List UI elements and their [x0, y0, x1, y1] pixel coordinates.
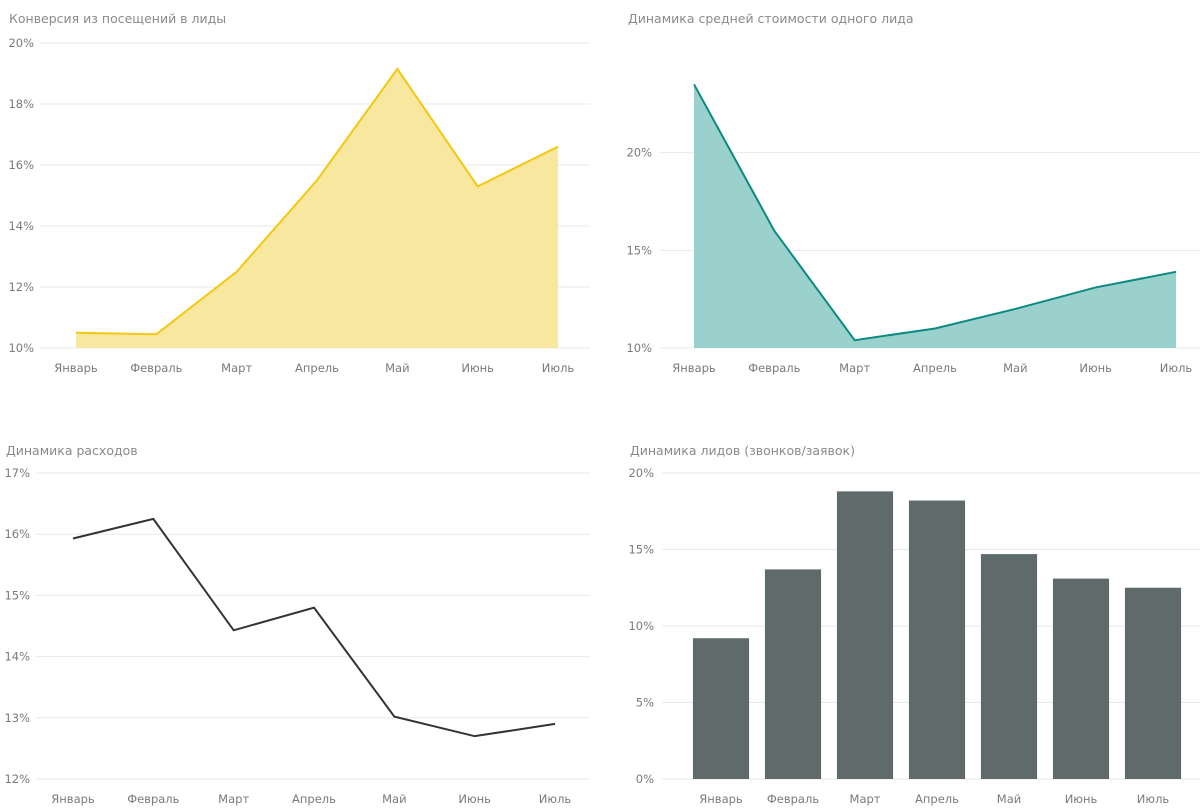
bar-series: [692, 491, 1182, 779]
x-tick-label: Апрель: [913, 361, 957, 375]
x-tick-label: Январь: [699, 792, 743, 806]
x-tick-label: Июнь: [461, 361, 494, 375]
data-points: [75, 68, 559, 335]
chart-conversion-panel: Конверсия из посещений в лиды 10% 12% 14% 1…: [0, 0, 600, 405]
y-tick-label: 20%: [8, 36, 34, 50]
x-tick-label: Январь: [672, 361, 716, 375]
x-tick-label: Май: [997, 792, 1021, 806]
leads-bar-chart: 0% 5% 10% 15% 20% Январь Февраль Март Апрель Май И…: [628, 466, 1200, 806]
chart-title: Динамика лидов (звонков/заявок): [630, 443, 855, 458]
y-tick-label: 16%: [8, 158, 34, 172]
y-tick-label: 15%: [628, 543, 654, 557]
x-tick-label: Февраль: [767, 792, 819, 806]
x-tick-label: Апрель: [292, 792, 336, 806]
x-axis: Январь Февраль Март Апрель Май Июнь Июль: [51, 792, 571, 806]
x-tick-label: Февраль: [748, 361, 800, 375]
x-tick-label: Июль: [542, 361, 575, 375]
x-tick-label: Февраль: [127, 792, 179, 806]
y-tick-label: 14%: [4, 650, 30, 664]
y-axis: 0% 5% 10% 15% 20%: [628, 466, 654, 786]
x-tick-label: Апрель: [295, 361, 339, 375]
area-fill: [76, 68, 558, 349]
x-tick-label: Март: [218, 792, 249, 806]
y-tick-label: 20%: [626, 146, 652, 160]
x-tick-label: Июль: [1137, 792, 1170, 806]
chart-leads-panel: Динамика лидов (звонков/заявок) 0% 5% 10% 1…: [600, 405, 1200, 810]
y-tick-label: 18%: [8, 97, 34, 111]
y-tick-label: 16%: [4, 527, 30, 541]
y-tick-label: 13%: [4, 711, 30, 725]
bar: [980, 554, 1038, 779]
x-tick-label: Март: [839, 361, 870, 375]
x-tick-label: Май: [382, 792, 406, 806]
x-tick-label: Май: [385, 361, 409, 375]
x-tick-label: Июнь: [1079, 361, 1112, 375]
gridlines: [36, 472, 590, 780]
chart-title: Динамика средней стоимости одного лида: [628, 11, 914, 26]
data-points: [693, 84, 1177, 341]
bar: [1124, 587, 1182, 779]
x-axis: Январь Февраль Март Апрель Май Июнь Июль: [699, 792, 1169, 806]
bar: [1052, 578, 1110, 779]
x-tick-label: Май: [1003, 361, 1027, 375]
area-fill: [694, 84, 1176, 349]
expenses-line-chart: 12% 13% 14% 15% 16% 17% Январь Февраль Март Апрел…: [4, 466, 590, 806]
x-axis: Январь Февраль Март Апрель Май Июнь Июль: [54, 361, 574, 375]
y-axis: 10% 12% 14% 16% 18% 20%: [8, 36, 34, 355]
y-tick-label: 15%: [4, 588, 30, 602]
x-tick-label: Февраль: [130, 361, 182, 375]
y-tick-label: 14%: [8, 219, 34, 233]
chart-expenses-panel: Динамика расходов 12% 13% 14% 15% 16% 17% Янва…: [0, 405, 600, 810]
y-axis: 10% 15% 20%: [626, 146, 652, 355]
y-axis: 12% 13% 14% 15% 16% 17%: [4, 466, 30, 786]
x-axis: Январь Февраль Март Апрель Май Июнь Июль: [672, 361, 1192, 375]
x-tick-label: Март: [221, 361, 252, 375]
y-tick-label: 5%: [636, 696, 654, 710]
y-tick-label: 10%: [628, 619, 654, 633]
x-tick-label: Январь: [54, 361, 98, 375]
data-points: [72, 518, 556, 737]
y-tick-label: 12%: [4, 772, 30, 786]
y-tick-label: 12%: [8, 280, 34, 294]
bar: [692, 638, 750, 779]
bar: [836, 491, 894, 779]
bar: [908, 500, 966, 779]
y-tick-label: 10%: [8, 341, 34, 355]
x-tick-label: Июнь: [458, 792, 491, 806]
x-tick-label: Июль: [1160, 361, 1193, 375]
chart-title: Динамика расходов: [6, 443, 138, 458]
series-line: [72, 517, 556, 738]
y-tick-label: 15%: [626, 243, 652, 257]
x-tick-label: Июнь: [1065, 792, 1098, 806]
y-tick-label: 10%: [626, 341, 652, 355]
x-tick-label: Март: [850, 792, 881, 806]
y-tick-label: 20%: [628, 466, 654, 480]
chart-lead-cost-panel: Динамика средней стоимости одного лида 1…: [600, 0, 1200, 405]
x-tick-label: Январь: [51, 792, 95, 806]
y-tick-label: 17%: [4, 466, 30, 480]
x-tick-label: Июль: [539, 792, 572, 806]
bar: [764, 569, 822, 779]
x-tick-label: Апрель: [915, 792, 959, 806]
lead-cost-area-chart: 10% 15% 20% Январь Февраль Март Апрель Май Июнь И…: [626, 83, 1200, 375]
chart-title: Конверсия из посещений в лиды: [9, 11, 227, 26]
y-tick-label: 0%: [636, 772, 654, 786]
conversion-area-chart: 10% 12% 14% 16% 18% 20% Январь Февраль Март Апрел…: [8, 36, 590, 375]
